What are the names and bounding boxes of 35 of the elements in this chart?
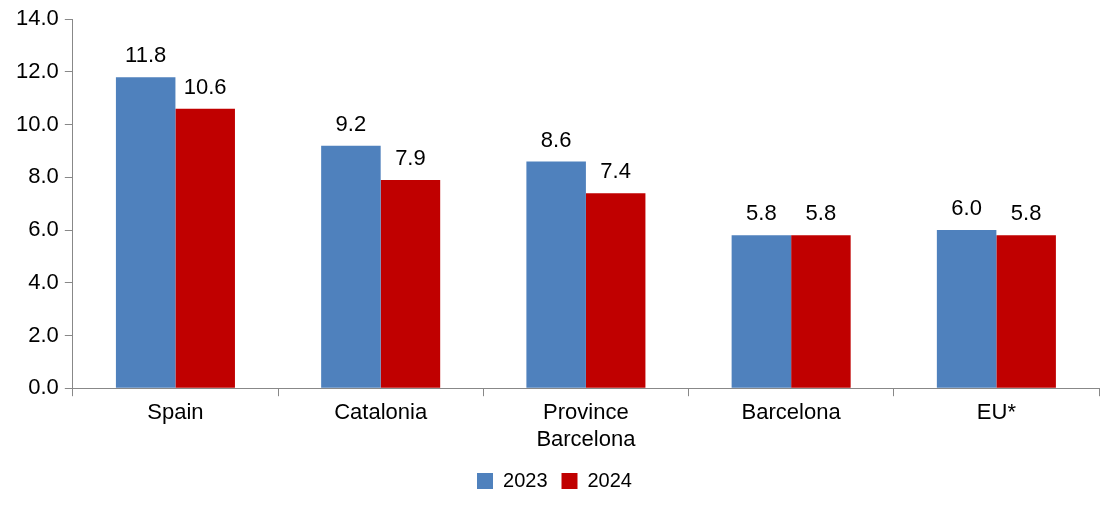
data-label: 9.2 — [335, 110, 367, 136]
bar — [791, 235, 851, 388]
data-label: 5.8 — [1010, 200, 1042, 226]
y-tick-label: 10.0 — [15, 110, 59, 136]
data-label: 11.8 — [125, 42, 167, 68]
x-tick-label: EU* — [976, 399, 1017, 425]
bar — [996, 235, 1056, 388]
y-tick-label: 6.0 — [28, 216, 59, 242]
data-label: 7.9 — [395, 145, 426, 171]
y-tick-label: 2.0 — [28, 321, 59, 347]
data-label: 10.6 — [183, 73, 227, 99]
x-tick-label: Spain — [147, 399, 204, 425]
data-label: 5.8 — [805, 200, 837, 226]
bar — [175, 108, 235, 388]
x-tick-label: Province Barcelona — [536, 399, 637, 451]
bar — [526, 161, 586, 388]
bar — [321, 145, 381, 388]
x-tick-label: Barcelona — [741, 399, 842, 425]
bar — [731, 235, 792, 388]
y-tick-label: 4.0 — [28, 268, 59, 294]
data-label: 5.8 — [746, 200, 777, 226]
y-tick-label: 12.0 — [15, 57, 59, 83]
y-tick-label: 14.0 — [15, 5, 59, 31]
bar — [585, 193, 646, 388]
legend-label: 2023 — [503, 468, 548, 491]
data-label: 8.6 — [540, 126, 572, 152]
data-label: 6.0 — [951, 195, 982, 221]
bar — [936, 230, 997, 388]
bar — [115, 77, 176, 388]
x-tick-label: Catalonia — [334, 399, 428, 425]
legend-label: 2024 — [587, 468, 632, 491]
y-tick-label: 8.0 — [28, 163, 59, 189]
bar — [380, 179, 441, 388]
y-tick-label: 0.0 — [28, 374, 59, 400]
data-label: 7.4 — [600, 158, 631, 184]
